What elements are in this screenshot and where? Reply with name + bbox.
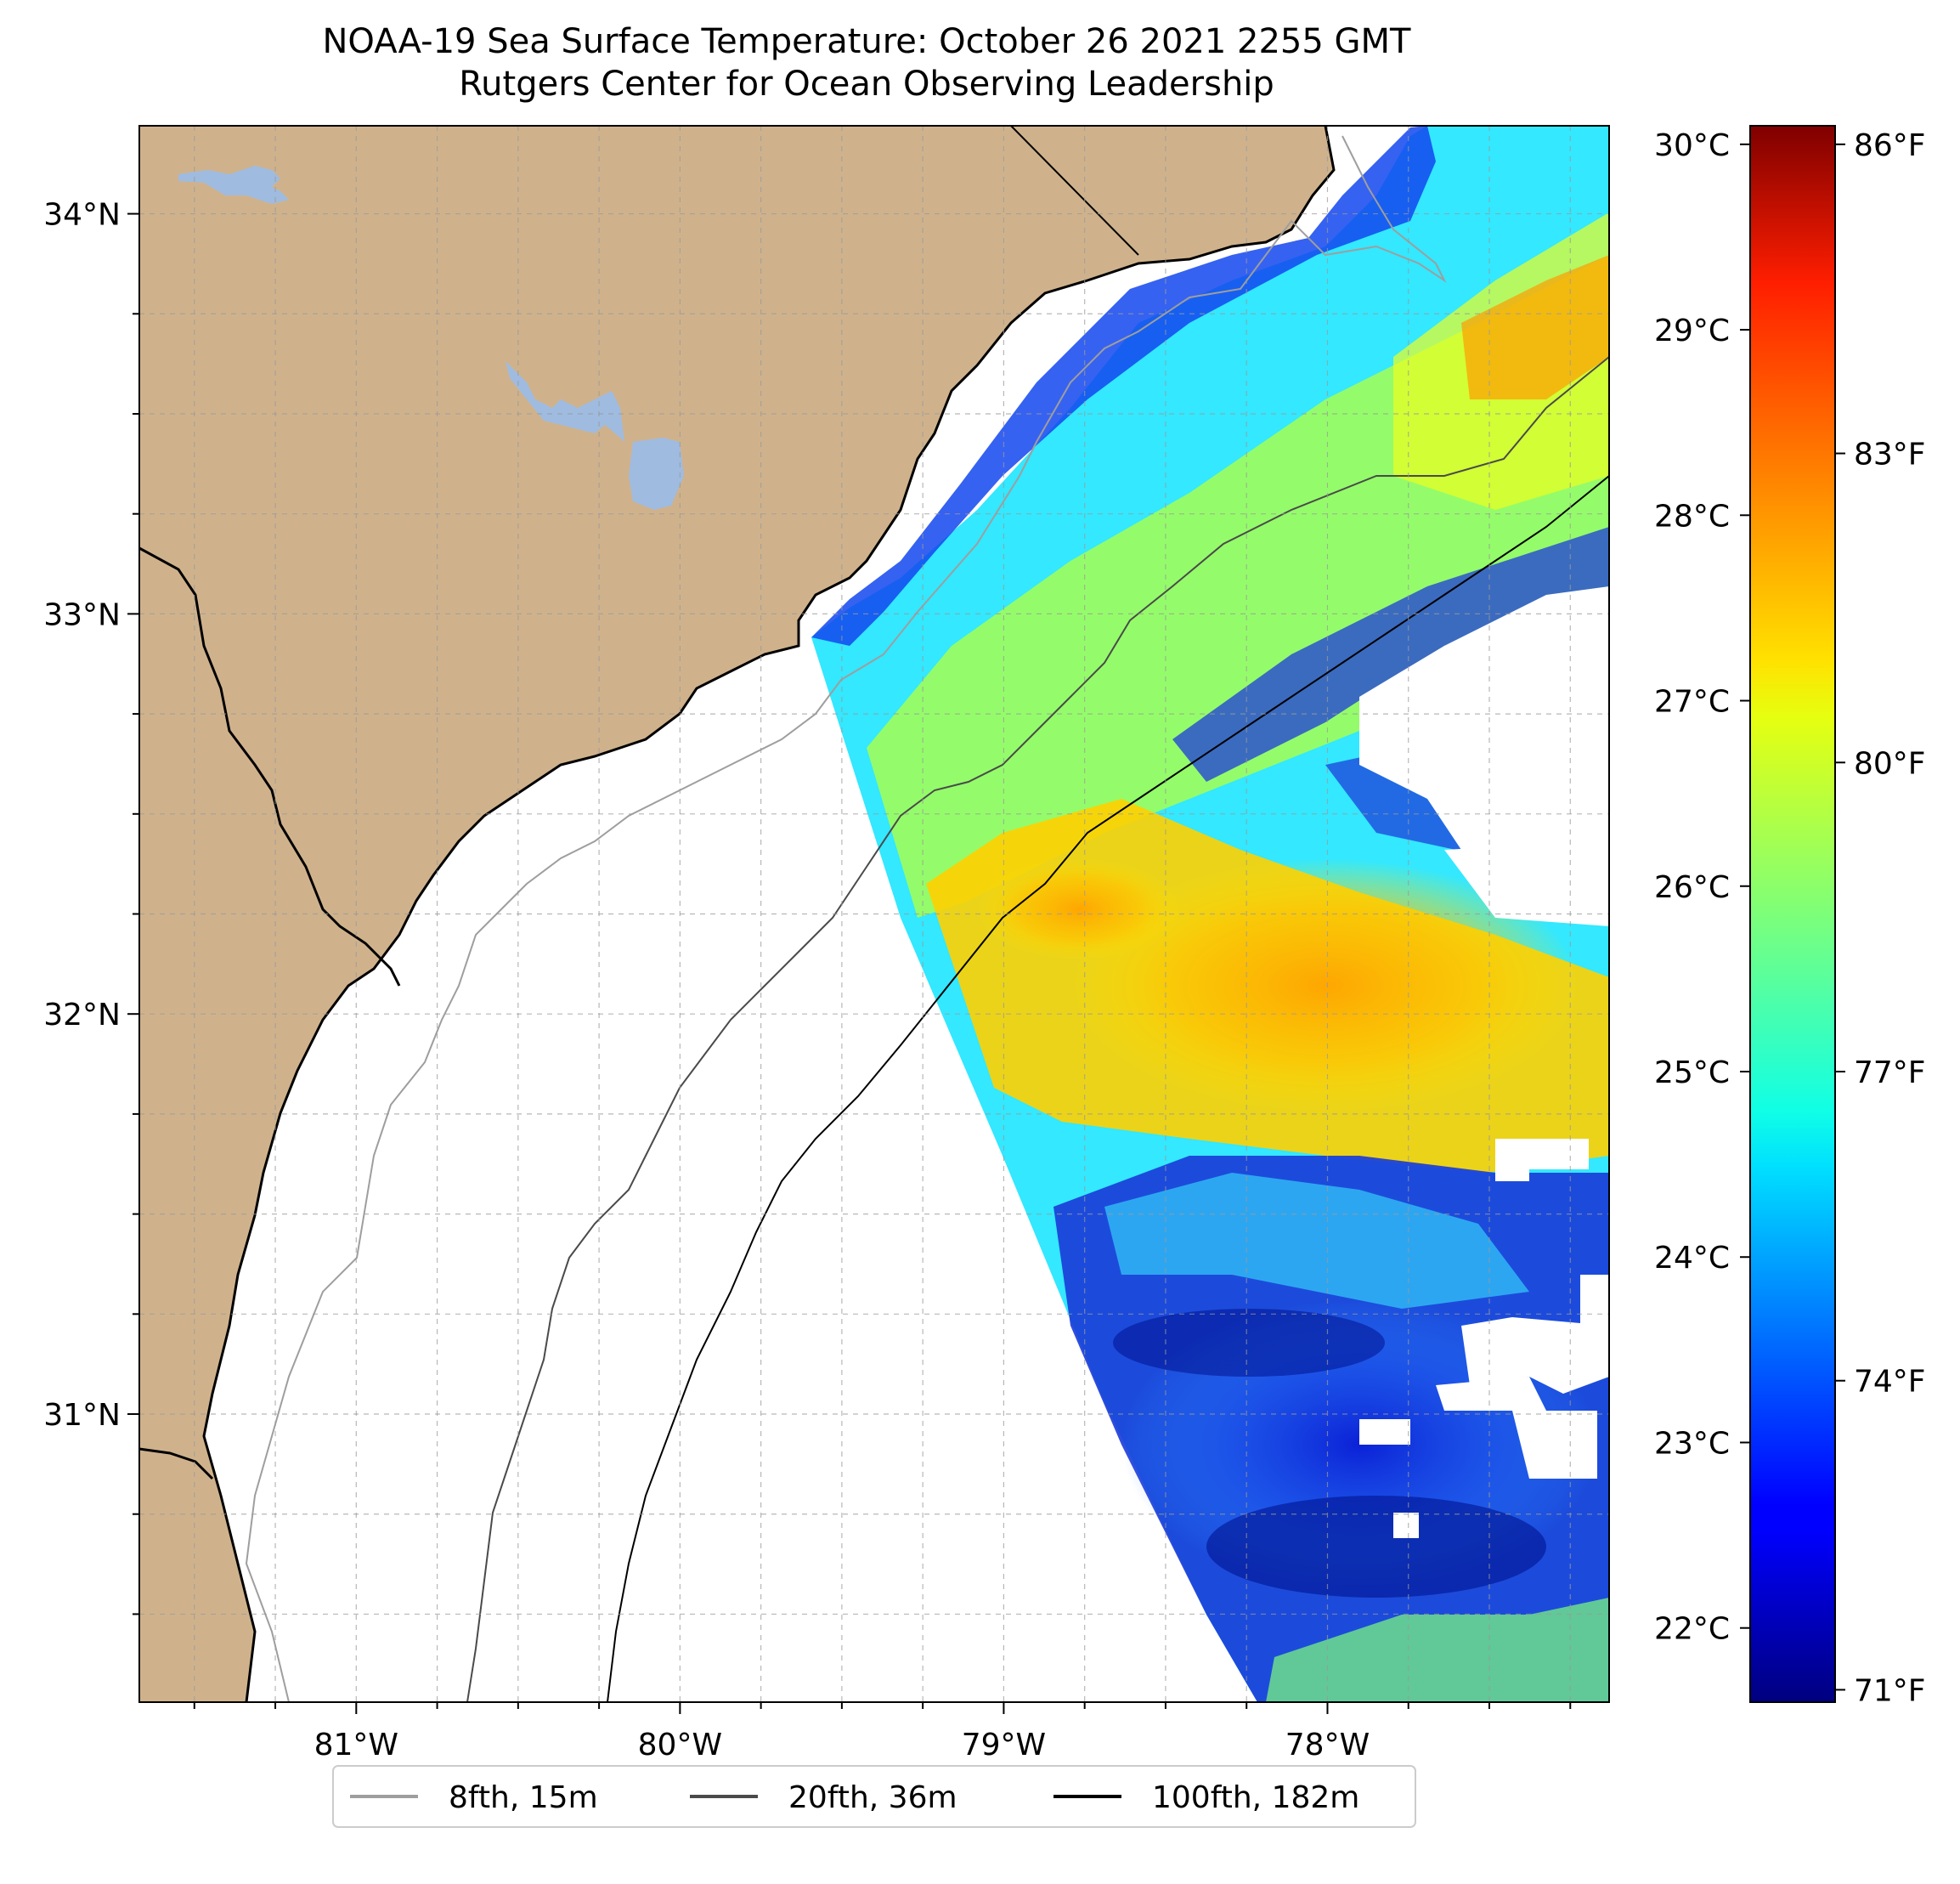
state-border-nc-sc: [1010, 126, 1139, 256]
state-border-ga-fl: [139, 1447, 214, 1480]
legend-label-15m: 8fth, 15m: [449, 1780, 598, 1815]
fahrenheit-tick-label: 71°F: [1854, 1673, 1926, 1708]
legend-frame: [332, 1765, 1416, 1828]
legend-label-36m: 20fth, 36m: [788, 1780, 957, 1815]
fahrenheit-tick-label: 77°F: [1854, 1055, 1926, 1090]
sst-warm-core-west: [977, 858, 1181, 960]
sst-south-cyan: [1104, 1173, 1529, 1309]
celsius-tick-label: 28°C: [1654, 499, 1730, 534]
celsius-tick-label: 29°C: [1654, 314, 1730, 348]
fahrenheit-tick-label: 80°F: [1854, 746, 1926, 781]
y-tick-label: 32°N: [43, 998, 121, 1033]
isobath-36m: [466, 356, 1609, 1702]
x-axis: 81°W 80°W 79°W 78°W: [193, 1702, 1572, 1762]
celsius-tick-label: 25°C: [1654, 1055, 1730, 1090]
y-tick-label: 34°N: [43, 198, 121, 233]
isobath-legend: 8fth, 15m 20fth, 36m 100fth, 182m: [332, 1765, 1416, 1828]
isobath-15m: [245, 135, 1447, 1702]
celsius-tick-label: 23°C: [1654, 1426, 1730, 1461]
celsius-tick-label: 22°C: [1654, 1612, 1730, 1647]
celsius-tick-label: 27°C: [1654, 685, 1730, 720]
x-tick-label: 79°W: [962, 1728, 1046, 1762]
gridlines: [139, 126, 1609, 1702]
sst-northeast-yellow: [1461, 255, 1609, 399]
y-tick-label: 31°N: [43, 1398, 121, 1433]
fahrenheit-tick-label: 86°F: [1854, 128, 1926, 163]
sst-cold-south-dark: [1206, 1496, 1546, 1598]
sst-cold-streak-1: [1172, 527, 1609, 782]
lake-marion-moultrie: [506, 361, 624, 442]
map-title-line1: NOAA-19 Sea Surface Temperature: October…: [323, 22, 1412, 61]
celsius-tick-label: 30°C: [1654, 128, 1730, 163]
fahrenheit-tick-label: 74°F: [1854, 1365, 1926, 1400]
cloud-mask: [1359, 586, 1609, 1538]
lake-moultrie: [629, 438, 684, 510]
map-panel: [139, 126, 1609, 1702]
sst-warm-core: [1070, 858, 1580, 1113]
y-tick-label: 33°N: [43, 597, 121, 632]
lake-north: [178, 166, 289, 204]
x-tick-label: 78°W: [1285, 1728, 1370, 1762]
celsius-tick-label: 26°C: [1654, 870, 1730, 905]
state-border-sc-ga: [139, 546, 401, 987]
sst-cold-south-dark-2: [1113, 1309, 1385, 1377]
sst-cold-nearshore: [811, 126, 1436, 646]
fahrenheit-tick-label: 83°F: [1854, 438, 1926, 472]
legend-label-182m: 100fth, 182m: [1152, 1780, 1359, 1815]
x-tick-label: 81°W: [314, 1728, 398, 1762]
y-axis: 34°N 33°N 32°N 31°N: [43, 198, 139, 1615]
colorbar-celsius-axis: 22°C 23°C 24°C 25°C 26°C 27°C 28°C 29°C 30°C: [1654, 128, 1750, 1647]
sst-south-green: [1266, 1598, 1609, 1702]
colorbar-fahrenheit-axis: 71°F 74°F 77°F 80°F 83°F 86°F: [1835, 128, 1926, 1708]
land-mass: [139, 126, 1334, 1702]
map-title-line2: Rutgers Center for Ocean Observing Leade…: [459, 65, 1274, 104]
celsius-tick-label: 24°C: [1654, 1241, 1730, 1276]
colorbar: [1749, 125, 1836, 1703]
x-tick-label: 80°W: [638, 1728, 722, 1762]
